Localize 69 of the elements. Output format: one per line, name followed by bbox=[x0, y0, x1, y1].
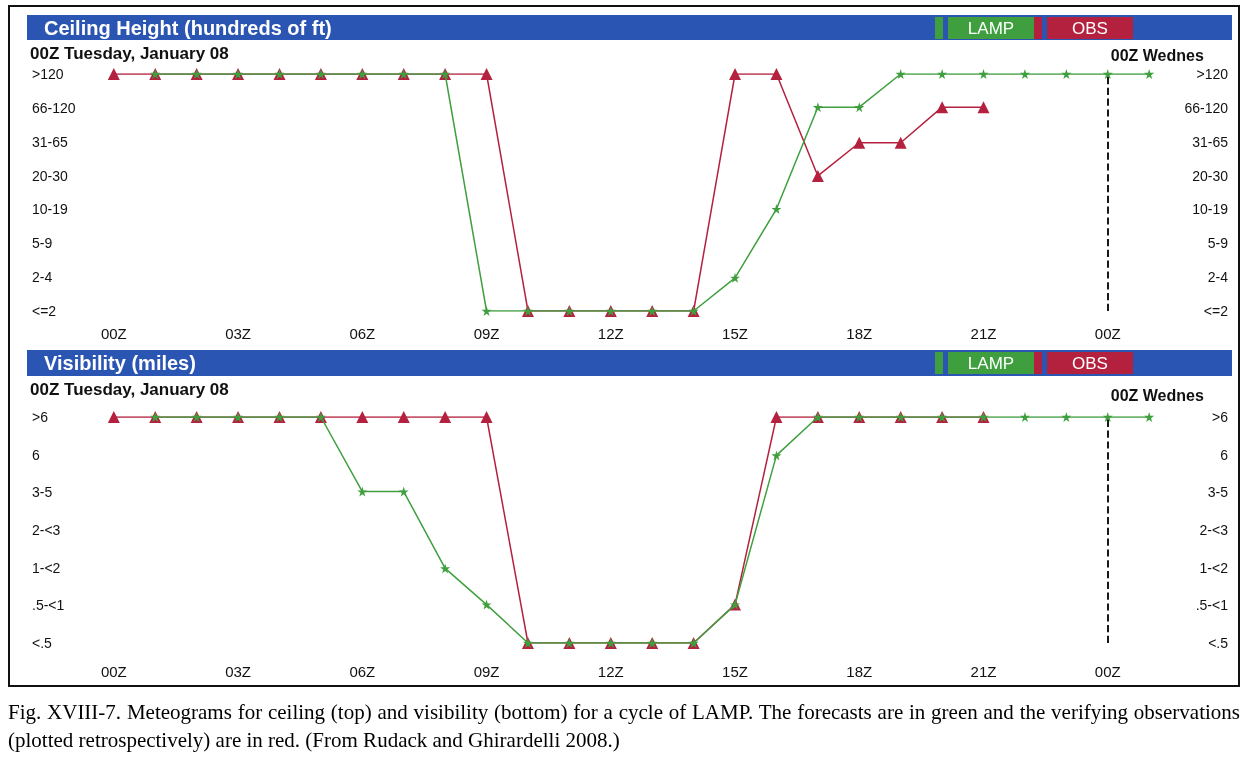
point bbox=[357, 486, 368, 497]
point bbox=[1019, 412, 1030, 422]
text: >120 66-120 31-65 20-30 10-19 5-9 2-4 <=2 bbox=[32, 66, 76, 319]
point bbox=[811, 169, 824, 182]
x-tick-label: 03Z bbox=[225, 663, 251, 680]
x-tick-label: 21Z bbox=[970, 663, 997, 680]
x-tick-label: 12Z bbox=[597, 325, 624, 342]
ref-line-label: 00Z Wednes bbox=[1110, 46, 1204, 64]
point bbox=[771, 450, 782, 461]
chart-title: Visibility (miles) bbox=[44, 352, 196, 374]
text: >120 66-120 31-65 20-30 10-19 5-9 2-4 <=2 bbox=[1184, 66, 1228, 319]
legend-label: OBS bbox=[1072, 353, 1108, 373]
x-tick-label: 15Z bbox=[722, 663, 748, 680]
point bbox=[729, 68, 742, 80]
point bbox=[730, 272, 741, 283]
x-tick-label: 00Z bbox=[100, 325, 127, 342]
point bbox=[107, 68, 120, 80]
ref-line-label: 00Z Wednes bbox=[1110, 386, 1204, 404]
point bbox=[480, 411, 493, 423]
point bbox=[439, 411, 452, 423]
point bbox=[770, 68, 783, 80]
x-tick-label: 00Z bbox=[1094, 325, 1121, 342]
point bbox=[481, 306, 492, 316]
x-tick-label: 18Z bbox=[846, 663, 873, 680]
point bbox=[481, 599, 492, 610]
x-tick-label: 15Z bbox=[722, 325, 748, 342]
point bbox=[853, 136, 866, 149]
chart-subtitle: 00Z Tuesday, January 08 bbox=[30, 44, 229, 63]
point bbox=[894, 136, 907, 149]
point bbox=[480, 68, 493, 80]
point bbox=[1102, 69, 1113, 79]
x-tick-label: 12Z bbox=[597, 663, 624, 680]
legend-label: OBS bbox=[1072, 18, 1108, 38]
text: >6 6 3-5 2-<3 1-<2 .5-<1 <.5 bbox=[1195, 409, 1228, 651]
legend-label: LAMP bbox=[967, 18, 1015, 38]
point bbox=[1061, 69, 1072, 79]
chart-subtitle: 00Z Tuesday, January 08 bbox=[30, 380, 229, 399]
point bbox=[107, 411, 120, 423]
x-tick-label: 18Z bbox=[846, 325, 873, 342]
point bbox=[397, 411, 410, 423]
point bbox=[1061, 412, 1072, 422]
x-tick-label: 00Z bbox=[100, 663, 127, 680]
x-tick-label: 03Z bbox=[225, 325, 251, 342]
text: Fig. XVIII-7. Meteograms for ceiling (top) and visibility (bottom) for a cycle of LAMP. The forecasts are in green and the verifying observations (plotted retrospectively) are in red. (From Rudack and Ghirardelli 2008.) bbox=[8, 699, 1240, 754]
point bbox=[398, 486, 409, 497]
x-tick-label: 00Z bbox=[1094, 663, 1121, 680]
point bbox=[978, 69, 989, 79]
legend-label: LAMP bbox=[967, 353, 1015, 373]
point bbox=[936, 101, 949, 114]
point bbox=[1144, 69, 1155, 79]
x-tick-label: 21Z bbox=[970, 325, 997, 342]
point bbox=[977, 101, 990, 114]
point bbox=[937, 69, 948, 79]
point bbox=[356, 411, 369, 423]
chart-title: Ceiling Height (hundreds of ft) bbox=[44, 17, 332, 39]
point bbox=[895, 69, 906, 79]
point bbox=[1144, 412, 1155, 422]
x-tick-label: 09Z bbox=[473, 325, 500, 342]
x-tick-label: 09Z bbox=[473, 663, 500, 680]
point bbox=[854, 102, 865, 113]
point bbox=[812, 102, 823, 113]
text: >6 6 3-5 2-<3 1-<2 .5-<1 <.5 bbox=[32, 409, 65, 651]
x-tick-label: 06Z bbox=[349, 663, 376, 680]
point bbox=[771, 204, 782, 215]
point bbox=[1102, 412, 1113, 422]
point bbox=[1019, 69, 1030, 79]
point bbox=[770, 411, 783, 423]
x-tick-label: 06Z bbox=[349, 325, 376, 342]
point bbox=[440, 563, 451, 574]
